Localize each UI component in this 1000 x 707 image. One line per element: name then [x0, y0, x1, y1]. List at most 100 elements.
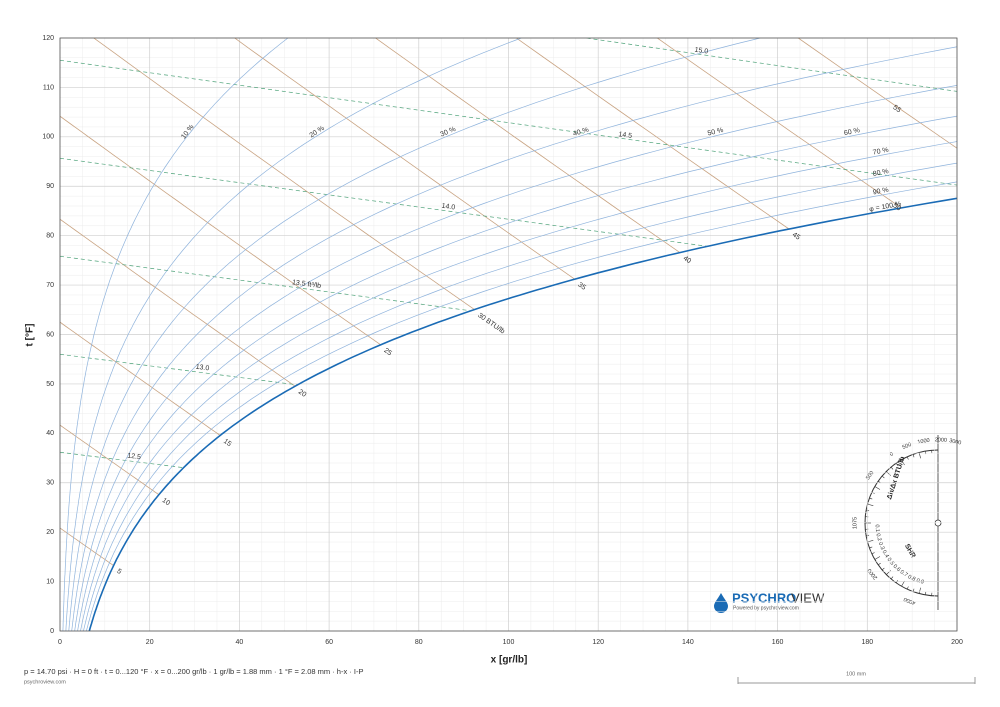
- protractor-tick: [869, 497, 873, 500]
- rh-label: 60 %: [843, 127, 860, 137]
- y-tick-label: 120: [42, 35, 54, 42]
- shr-label: 0.4: [881, 549, 890, 559]
- shr-label: 0.2: [874, 533, 882, 542]
- protractor-tick: [878, 562, 881, 566]
- rh-label: 50 %: [707, 127, 724, 138]
- rh-line: [68, 38, 761, 631]
- y-tick-label: 80: [46, 233, 54, 240]
- y-axis-label: t [°F]: [25, 324, 36, 347]
- protractor-tick: [886, 471, 891, 476]
- y-tick-label: 70: [46, 282, 54, 289]
- protractor-tick: [881, 567, 885, 571]
- x-tick-label: 160: [772, 639, 784, 646]
- protractor-tick: [881, 475, 885, 479]
- protractor-tick: [912, 454, 915, 458]
- volume-label: 14.5: [618, 131, 633, 140]
- x-tick-label: 100: [503, 639, 515, 646]
- protractor-tick: [912, 588, 915, 592]
- protractor-tick: [895, 463, 899, 466]
- y-tick-label: 110: [43, 84, 54, 91]
- protractor-tick: [867, 540, 874, 543]
- y-tick-label: 50: [46, 381, 54, 388]
- protractor-label: 2000: [935, 437, 947, 443]
- shr-title: SHR: [903, 543, 916, 559]
- protractor-label: 500: [865, 470, 875, 481]
- scale-label: 100 mm: [846, 671, 866, 677]
- protractor-tick: [874, 486, 881, 490]
- rh-line: [80, 141, 957, 631]
- enthalpy-line: [797, 38, 957, 149]
- rh-line: [71, 46, 957, 631]
- x-tick-label: 60: [325, 639, 333, 646]
- volume-label: 13.0: [195, 364, 210, 373]
- rh-line: [77, 115, 957, 631]
- enthalpy-line: [60, 321, 221, 436]
- protractor-label: 4000: [903, 596, 917, 606]
- x-tick-label: 120: [592, 639, 604, 646]
- enthalpy-line: [60, 218, 296, 387]
- enthalpy-label: 45: [791, 231, 801, 241]
- scale-bar: 100 mm: [737, 671, 976, 684]
- volume-label: 12.5: [127, 453, 141, 462]
- y-tick-label: 30: [46, 480, 54, 487]
- plot-lines: [60, 38, 957, 631]
- rh-label: 80 %: [872, 168, 889, 178]
- enthalpy-label: 20: [297, 389, 307, 399]
- protractor-tick: [867, 503, 874, 506]
- rh-label: 90 %: [872, 187, 889, 197]
- logo: PSYCHRO VIEW Powered by psychroview.com: [714, 590, 825, 613]
- enthalpy-label: 55: [892, 104, 902, 114]
- protractor-tick: [874, 556, 881, 560]
- protractor-tick: [901, 459, 905, 466]
- enthalpy-label: 50: [892, 202, 902, 212]
- brand-b: VIEW: [791, 590, 825, 605]
- x-tick-label: 20: [146, 639, 154, 646]
- rh-label: 70 %: [872, 147, 889, 157]
- y-tick-label: 40: [46, 430, 54, 437]
- y-tick-label: 60: [46, 331, 54, 338]
- protractor-tick: [925, 451, 927, 455]
- rh-line: [74, 84, 957, 631]
- rh-line: [62, 38, 289, 631]
- saturation-curve: [88, 197, 957, 631]
- volume-label: 13.5 ft³/lb: [292, 279, 322, 290]
- enthalpy-line: [234, 38, 575, 280]
- brand-tagline: Powered by psychroview.com: [733, 605, 799, 611]
- protractor-tick: [890, 466, 894, 470]
- site: psychroview.com: [24, 679, 66, 685]
- x-tick-label: 0: [58, 639, 62, 646]
- volume-line: [60, 353, 298, 386]
- protractor-tick: [906, 586, 909, 590]
- enthalpy-label: 35: [577, 282, 587, 292]
- y-tick-label: 10: [46, 578, 54, 585]
- enthalpy-line: [515, 38, 790, 230]
- protractor-label: 1075: [852, 517, 858, 529]
- protractor-label: 500: [902, 442, 913, 451]
- enthalpy-line: [60, 115, 381, 346]
- enthalpy-line: [374, 38, 681, 253]
- shr-label: 0.8: [907, 574, 916, 583]
- enthalpy-label: 10: [161, 497, 171, 507]
- rh-label: 10 %: [180, 124, 195, 141]
- protractor: Δh/Δx BTU/lb SHR 30002000100050005001075…: [852, 435, 962, 610]
- footer: p = 14.70 psi · H = 0 ft · t = 0...120 °…: [24, 667, 363, 676]
- shr-label: 0.6: [892, 564, 902, 574]
- protractor-label: 2000: [867, 567, 879, 580]
- x-tick-label: 200: [951, 639, 963, 646]
- volume-line: [60, 255, 471, 312]
- protractor-label: 0: [889, 451, 895, 458]
- protractor-tick: [925, 591, 927, 595]
- protractor-tick: [918, 587, 921, 594]
- x-tick-label: 180: [861, 639, 873, 646]
- volume-line: [60, 59, 957, 186]
- volume-label: 15.0: [694, 47, 709, 56]
- protractor-tick: [906, 456, 909, 460]
- y-tick-label: 100: [42, 134, 54, 141]
- protractor-tick: [869, 546, 873, 549]
- rh-line: [65, 38, 522, 631]
- protractor-tick: [871, 552, 875, 555]
- enthalpy-line: [60, 527, 114, 566]
- volume-line: [60, 157, 708, 247]
- protractor-tick: [886, 570, 891, 575]
- x-tick-label: 40: [236, 639, 244, 646]
